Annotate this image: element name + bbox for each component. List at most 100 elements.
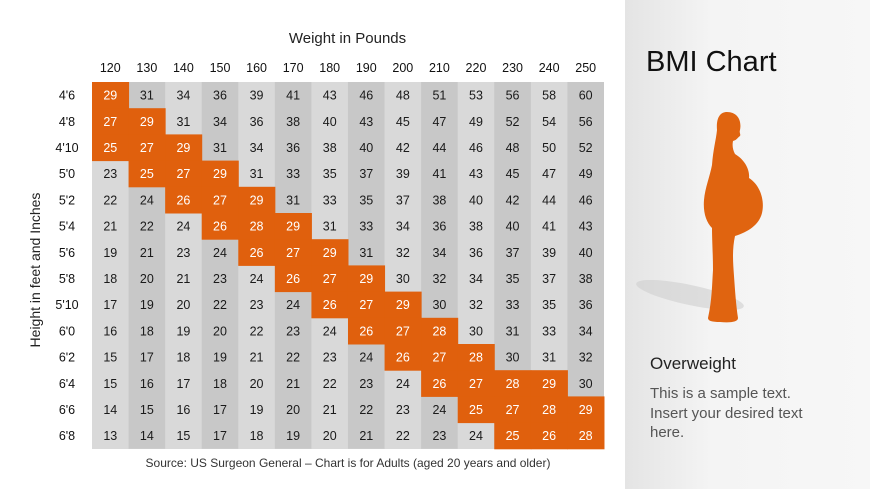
bmi-value-cell: 24 [176,220,190,234]
highlight-cell [421,344,459,371]
bmi-value-cell: 51 [432,89,446,103]
bmi-value-cell: 34 [396,220,410,234]
bmi-value-cell: 37 [359,167,373,181]
bmi-value-cell: 29 [396,298,410,312]
bmi-value-cell: 43 [579,220,593,234]
highlight-cell [165,160,203,188]
bmi-value-cell: 28 [579,429,593,443]
bmi-value-cell: 49 [579,167,593,181]
bmi-value-cell: 23 [103,167,117,181]
highlight-cell [165,186,203,214]
column-header-160: 160 [246,61,267,75]
bmi-value-cell: 26 [396,351,410,365]
bmi-value-cell: 44 [542,193,556,207]
bmi-value-cell: 31 [250,167,264,181]
highlight-cell [421,370,459,397]
bmi-value-cell: 35 [542,298,556,312]
row-header: 6'2 [59,351,75,365]
bmi-value-cell: 37 [506,246,520,260]
bmi-value-cell: 23 [250,298,264,312]
row-header: 5'2 [59,193,75,207]
bmi-value-cell: 23 [323,351,337,365]
bmi-value-cell: 53 [469,89,483,103]
bmi-value-cell: 52 [506,115,520,129]
bmi-value-cell: 35 [506,272,520,286]
highlight-cell [128,134,166,162]
bmi-value-cell: 32 [469,298,483,312]
highlight-cell [92,82,130,109]
highlight-cell [128,160,166,188]
bmi-value-cell: 19 [140,298,154,312]
column-header-190: 190 [356,61,377,75]
bmi-value-cell: 33 [359,220,373,234]
bmi-value-cell: 38 [469,220,483,234]
bmi-value-cell: 33 [286,167,300,181]
bmi-value-cell: 36 [250,115,264,129]
highlight-cell [530,422,568,450]
bmi-value-cell: 16 [103,324,117,338]
bmi-value-cell: 22 [250,324,264,338]
row-header: 6'4 [59,377,75,391]
highlight-cell [238,239,276,266]
column-header-170: 170 [283,61,304,75]
bmi-value-cell: 27 [286,246,300,260]
bmi-value-cell: 22 [140,220,154,234]
bmi-value-cell: 41 [286,89,300,103]
bmi-value-cell: 24 [140,193,154,207]
slide-title: BMI Chart [646,46,777,78]
bmi-value-cell: 13 [103,429,117,443]
side-panel [625,0,870,489]
bmi-value-cell: 43 [359,115,373,129]
highlight-cell [311,265,349,293]
bmi-value-cell: 24 [432,403,446,417]
bmi-value-cell: 30 [469,324,483,338]
bmi-value-cell: 39 [250,89,264,103]
bmi-value-cell: 49 [469,115,483,129]
highlight-cell [384,291,422,319]
bmi-value-cell: 50 [542,141,556,155]
bmi-value-cell: 21 [250,351,264,365]
bmi-value-cell: 26 [286,272,300,286]
bmi-value-cell: 24 [396,377,410,391]
bmi-value-cell: 36 [432,220,446,234]
bmi-value-cell: 20 [140,272,154,286]
bmi-value-cell: 40 [579,246,593,260]
bmi-value-cell: 29 [213,167,227,181]
bmi-value-cell: 34 [469,272,483,286]
bmi-value-cell: 35 [323,167,337,181]
bmi-value-cell: 33 [542,324,556,338]
bmi-value-cell: 24 [469,429,483,443]
bmi-value-cell: 40 [359,141,373,155]
bmi-value-cell: 47 [432,115,446,129]
bmi-value-cell: 29 [359,272,373,286]
row-header: 5'6 [59,246,75,260]
column-header-150: 150 [210,61,231,75]
bmi-value-cell: 29 [176,141,190,155]
highlight-cell [530,370,568,397]
bmi-value-cell: 56 [579,115,593,129]
bmi-value-cell: 20 [250,377,264,391]
highlight-cell [201,160,239,188]
highlight-cell [165,134,203,162]
row-header: 4'6 [59,89,75,103]
bmi-value-cell: 27 [103,115,117,129]
bmi-value-cell: 37 [396,193,410,207]
bmi-value-cell: 30 [432,298,446,312]
bmi-value-cell: 27 [432,351,446,365]
highlight-cell [384,344,422,371]
bmi-value-cell: 46 [359,89,373,103]
highlight-cell [238,186,276,214]
bmi-value-cell: 23 [396,403,410,417]
bmi-value-cell: 16 [140,377,154,391]
bmi-value-cell: 21 [359,429,373,443]
bmi-value-cell: 33 [506,298,520,312]
bmi-value-cell: 27 [396,324,410,338]
bmi-value-cell: 17 [103,298,117,312]
bmi-value-cell: 31 [176,115,190,129]
bmi-value-cell: 52 [579,141,593,155]
bmi-value-cell: 40 [323,115,337,129]
column-header-140: 140 [173,61,194,75]
bmi-value-cell: 38 [579,272,593,286]
bmi-value-cell: 17 [213,429,227,443]
